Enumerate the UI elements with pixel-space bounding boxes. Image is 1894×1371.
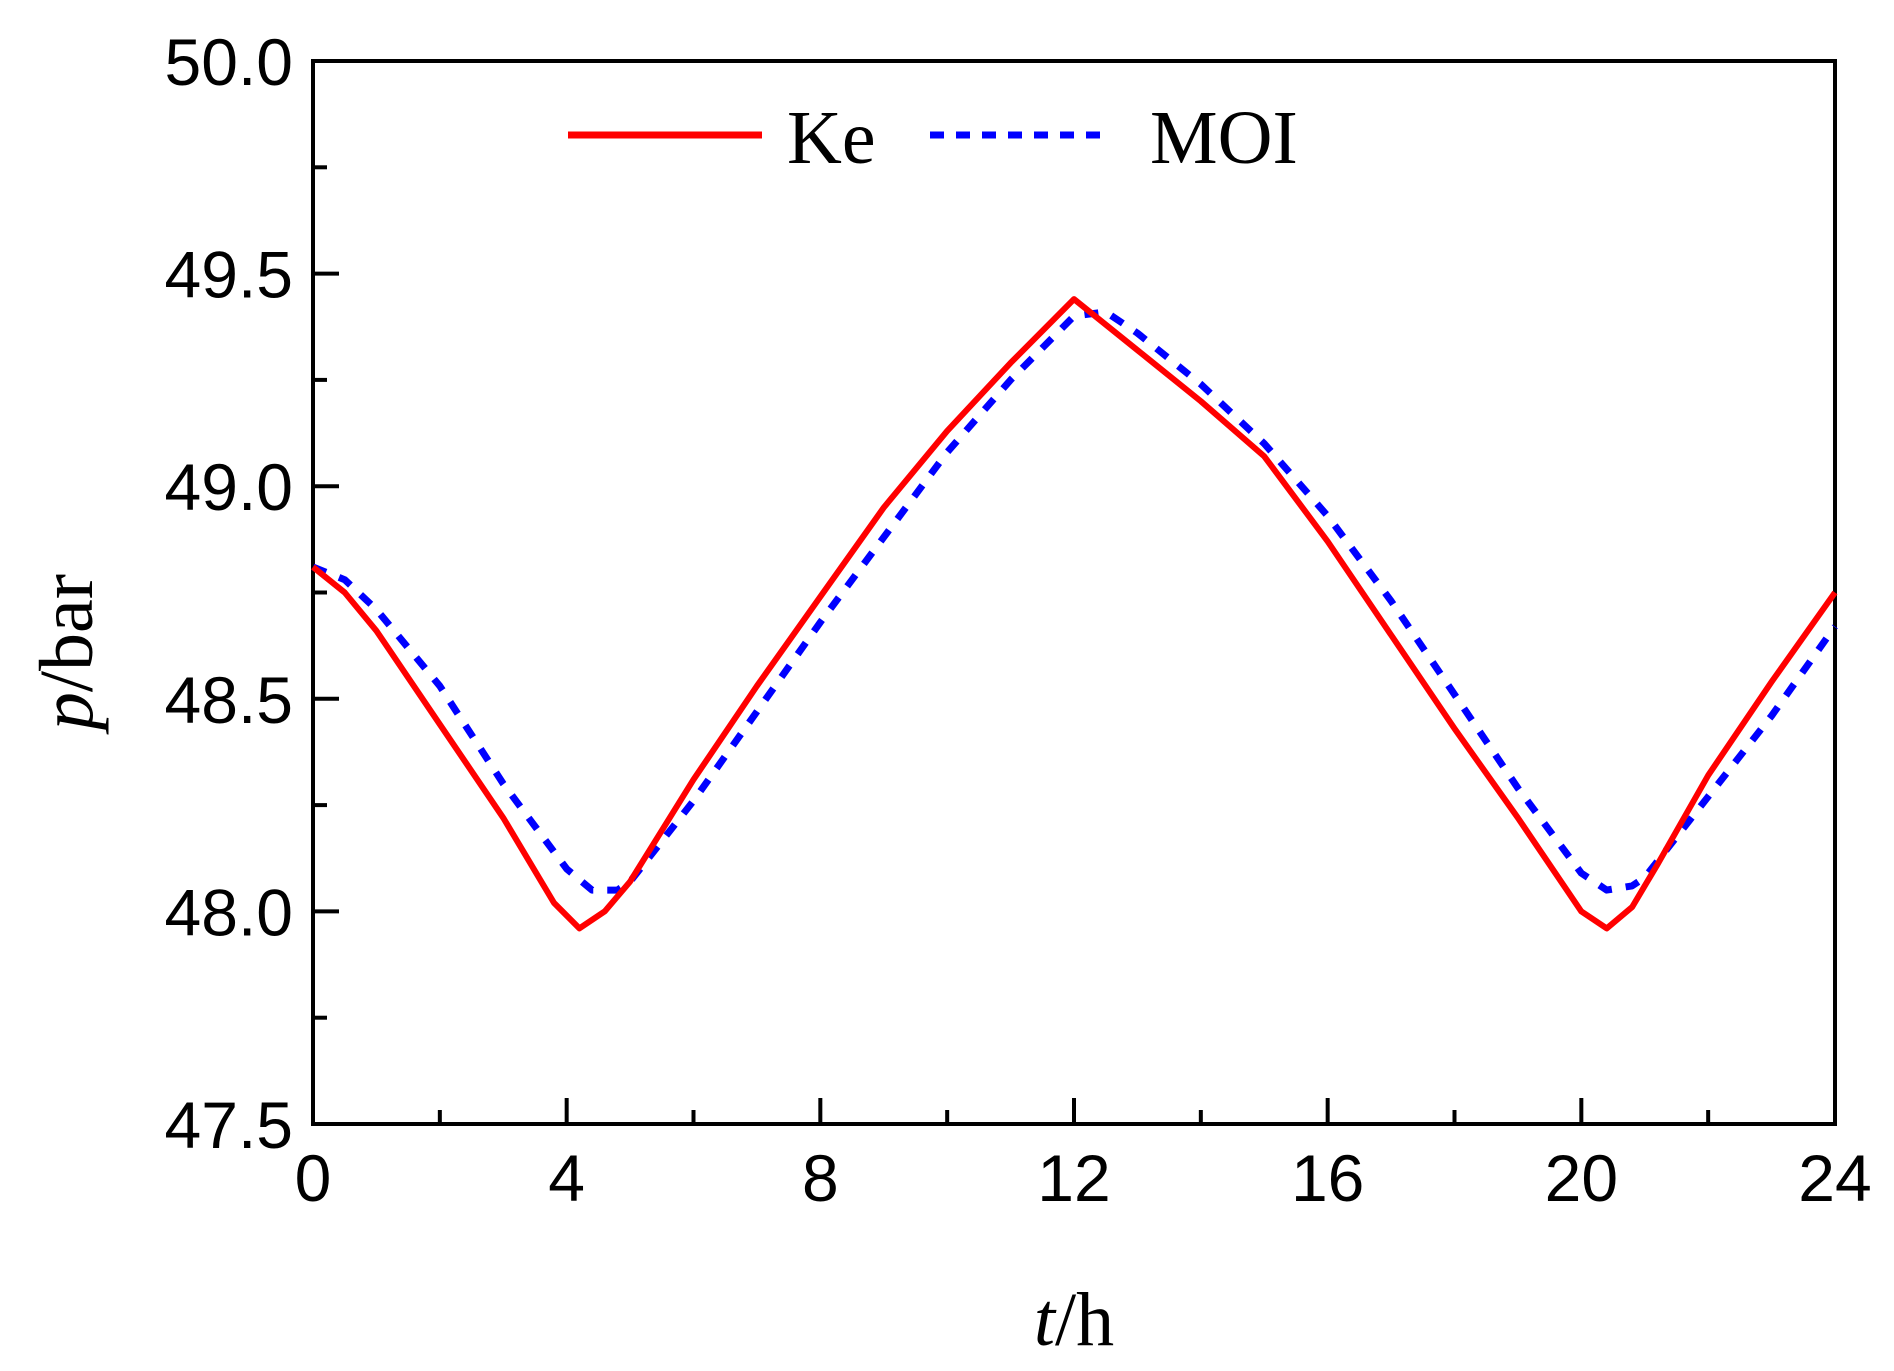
x-tick-label: 4 (548, 1141, 585, 1215)
x-tick-label: 20 (1545, 1141, 1618, 1215)
x-tick-label: 8 (802, 1141, 839, 1215)
x-axis-title: t/h (1034, 1278, 1114, 1362)
y-axis-unit: /bar (25, 574, 109, 692)
x-tick-label: 16 (1291, 1141, 1364, 1215)
legend: Ke MOI (568, 96, 1298, 180)
axis-ticks (311, 59, 1837, 1126)
series-line-ke (311, 296, 1838, 932)
y-axis-var: p (25, 692, 109, 735)
y-tick-label: 49.5 (165, 238, 293, 312)
x-tick-label: 12 (1037, 1141, 1110, 1215)
legend-label-moi: MOI (1150, 96, 1298, 180)
y-axis-title: p/bar (25, 574, 109, 735)
x-axis-var: t (1034, 1278, 1057, 1362)
y-tick-label: 47.5 (165, 1088, 293, 1162)
series-lines (311, 296, 1838, 932)
x-tick-label: 0 (295, 1141, 332, 1215)
y-tick-label: 48.0 (165, 875, 293, 949)
series-line-moi (311, 308, 1838, 894)
axis-tick-labels: 0 4 8 12 16 20 24 47.5 48.0 48.5 49.0 49.5 50.0 (165, 25, 1872, 1215)
plot-frame (311, 59, 1837, 1126)
legend-label-ke: Ke (787, 96, 876, 180)
y-tick-label: 49.0 (165, 450, 293, 524)
y-tick-label: 48.5 (165, 663, 293, 737)
x-tick-label: 24 (1798, 1141, 1871, 1215)
x-axis-unit: /h (1055, 1278, 1114, 1362)
y-tick-label: 50.0 (165, 25, 293, 99)
